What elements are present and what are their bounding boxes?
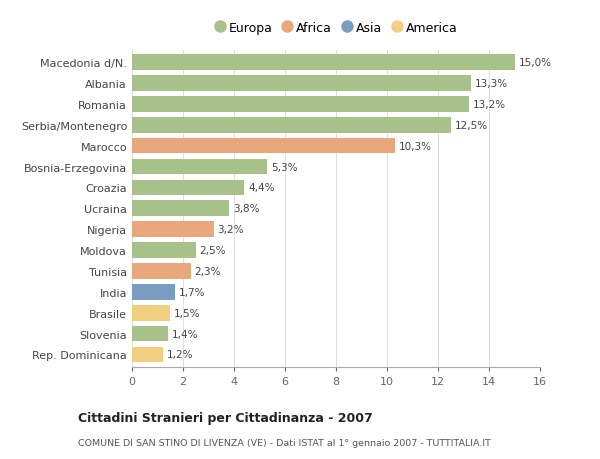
Text: 1,5%: 1,5% — [174, 308, 200, 318]
Text: 2,3%: 2,3% — [194, 266, 221, 276]
Text: 12,5%: 12,5% — [455, 121, 488, 130]
Text: 3,8%: 3,8% — [233, 204, 259, 214]
Bar — [132, 139, 395, 154]
Bar — [132, 305, 170, 321]
Text: 1,7%: 1,7% — [179, 287, 206, 297]
Text: 1,4%: 1,4% — [172, 329, 198, 339]
Text: Cittadini Stranieri per Cittadinanza - 2007: Cittadini Stranieri per Cittadinanza - 2… — [78, 412, 373, 425]
Bar — [132, 201, 229, 217]
Text: 13,2%: 13,2% — [472, 100, 506, 110]
Bar — [132, 118, 451, 133]
Text: 5,3%: 5,3% — [271, 162, 298, 172]
Text: 13,3%: 13,3% — [475, 79, 508, 89]
Bar — [132, 222, 214, 237]
Bar — [132, 76, 471, 92]
Text: 15,0%: 15,0% — [518, 58, 551, 68]
Text: 4,4%: 4,4% — [248, 183, 275, 193]
Bar — [132, 180, 244, 196]
Bar — [132, 159, 267, 175]
Text: COMUNE DI SAN STINO DI LIVENZA (VE) - Dati ISTAT al 1° gennaio 2007 - TUTTITALIA: COMUNE DI SAN STINO DI LIVENZA (VE) - Da… — [78, 438, 491, 448]
Text: 10,3%: 10,3% — [398, 141, 431, 151]
Bar — [132, 97, 469, 112]
Text: 2,5%: 2,5% — [200, 246, 226, 256]
Bar — [132, 326, 168, 341]
Text: 3,2%: 3,2% — [217, 225, 244, 235]
Bar — [132, 285, 175, 300]
Bar — [132, 243, 196, 258]
Text: 1,2%: 1,2% — [166, 350, 193, 360]
Bar — [132, 347, 163, 363]
Bar — [132, 55, 515, 71]
Legend: Europa, Africa, Asia, America: Europa, Africa, Asia, America — [215, 22, 457, 35]
Bar — [132, 263, 191, 279]
